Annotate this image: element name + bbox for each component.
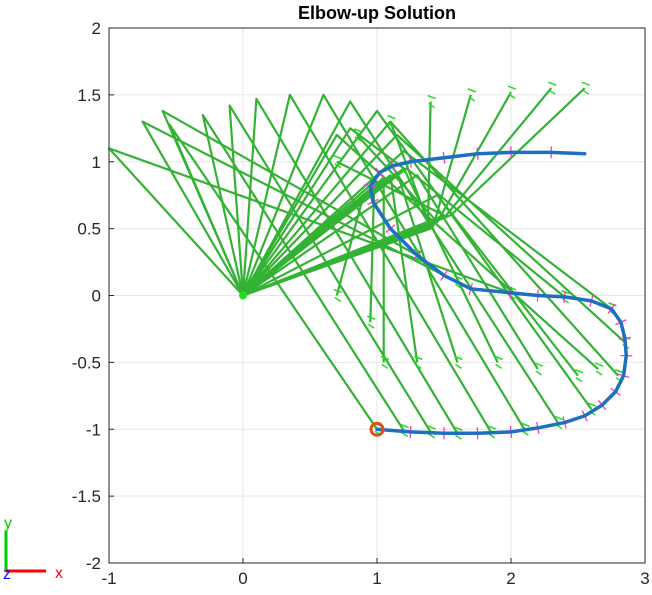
y-tick-label: -0.5 [72,353,101,372]
start-marker [369,421,385,437]
chart-title: Elbow-up Solution [298,3,456,23]
arm-pose-line [241,93,526,430]
y-tick-label: 2 [92,19,101,38]
marker-group [369,421,385,437]
arm-pose-line [241,93,492,433]
gripper-mark [507,85,517,99]
arm-pose-line [242,149,613,310]
gripper-mark [581,81,590,95]
gripper-mark [521,422,530,436]
trajectory-group [368,150,628,436]
gripper-mark [367,315,376,329]
arm-pose-line [242,133,626,344]
arm-pose-line [242,87,586,297]
arm-pose-line [242,109,593,410]
gripper-mark [387,114,396,129]
gripper-mark [574,369,584,383]
y-tick-label: -1.5 [72,487,101,506]
y-tick-label: -2 [86,554,101,573]
tick-marks [108,27,646,564]
gripper-mark [454,426,463,440]
x-tick-label: 1 [372,569,381,588]
arm-pose-line [242,100,559,424]
gripper-mark [547,81,557,95]
x-tick-label: 0 [238,569,247,588]
gripper-mark [594,362,604,376]
arm-pose-line [242,174,539,370]
gripper-mark [487,425,497,439]
y-tick-label: 0 [92,287,101,306]
trajectory-line [368,150,628,436]
arm-pose-line [242,194,365,297]
y-tick-label: 1.5 [77,86,101,105]
x-tick-label: 3 [640,569,649,588]
arm-pose-line [242,127,405,297]
gripper-mark [333,155,343,169]
gripper-mark [427,94,436,109]
arm-pose-line [141,120,458,297]
arm-pose-line [242,194,579,377]
triad-x-label: x [55,565,63,582]
y-tick-label: 0.5 [77,220,101,239]
arm-pose-line [228,104,432,433]
x-tick-label: -1 [101,569,116,588]
gripper-mark [467,88,477,102]
triad-z-label: z [3,566,11,583]
x-tick-label: 2 [506,569,515,588]
triad-y-label: y [4,515,12,532]
arm-pose-line [241,97,459,434]
y-tick-labels: -2 -1.5 -1 -0.5 0 0.5 1 1.5 2 [72,19,101,573]
gripper-mark [353,128,363,142]
axes-triad: y x z [3,515,63,583]
gripper-mark [400,423,410,438]
y-tick-label: -1 [86,420,101,439]
gripper-mark [413,355,423,369]
gripper-mark [380,355,389,369]
arm-pose-line [161,109,418,296]
x-tick-labels: -1 0 1 2 3 [101,569,649,588]
y-tick-label: 1 [92,153,101,172]
arm-pose-line [201,113,405,432]
base-joint [239,291,247,300]
gripper-mark [534,362,544,376]
gripper-mark [494,355,503,369]
arm-poses [107,81,631,440]
gripper-mark [427,425,436,439]
gripper-mark [454,355,463,369]
gripper-mark [333,288,343,303]
